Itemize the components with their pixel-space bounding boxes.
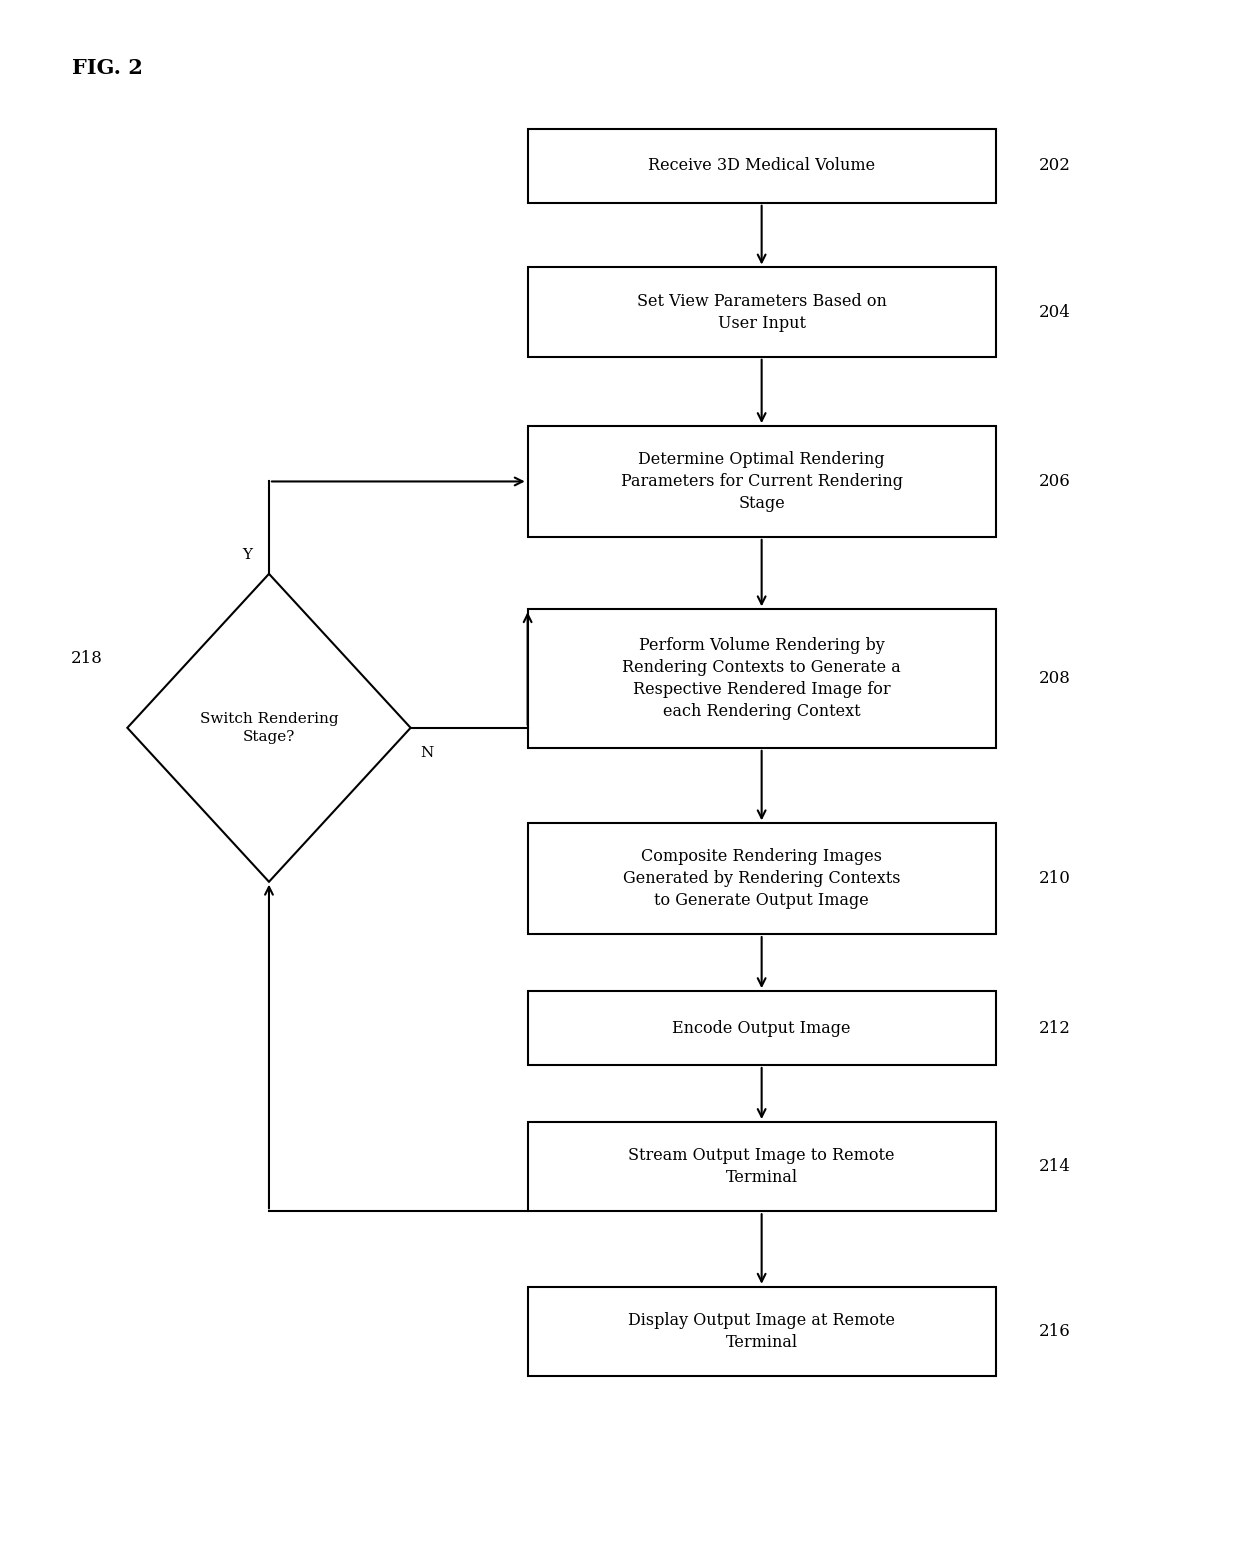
Text: Stream Output Image to Remote
Terminal: Stream Output Image to Remote Terminal xyxy=(629,1147,895,1186)
Text: Set View Parameters Based on
User Input: Set View Parameters Based on User Input xyxy=(636,293,887,331)
Text: Display Output Image at Remote
Terminal: Display Output Image at Remote Terminal xyxy=(629,1311,895,1351)
Text: Perform Volume Rendering by
Rendering Contexts to Generate a
Respective Rendered: Perform Volume Rendering by Rendering Co… xyxy=(622,636,901,720)
FancyBboxPatch shape xyxy=(528,824,996,933)
Text: Receive 3D Medical Volume: Receive 3D Medical Volume xyxy=(649,158,875,175)
Text: 216: 216 xyxy=(1039,1324,1070,1341)
Text: Determine Optimal Rendering
Parameters for Current Rendering
Stage: Determine Optimal Rendering Parameters f… xyxy=(621,450,903,512)
Text: Encode Output Image: Encode Output Image xyxy=(672,1020,851,1037)
FancyBboxPatch shape xyxy=(528,991,996,1065)
FancyBboxPatch shape xyxy=(528,1286,996,1376)
Text: 212: 212 xyxy=(1039,1020,1070,1037)
Text: 208: 208 xyxy=(1039,670,1070,687)
Text: FIG. 2: FIG. 2 xyxy=(72,59,143,77)
Text: 206: 206 xyxy=(1039,474,1070,491)
Polygon shape xyxy=(128,574,410,882)
FancyBboxPatch shape xyxy=(528,426,996,537)
Text: Y: Y xyxy=(242,548,252,562)
Text: N: N xyxy=(420,746,434,760)
Text: Switch Rendering
Stage?: Switch Rendering Stage? xyxy=(200,712,339,745)
FancyBboxPatch shape xyxy=(528,1122,996,1211)
Text: 202: 202 xyxy=(1039,158,1070,175)
FancyBboxPatch shape xyxy=(528,610,996,748)
Text: 218: 218 xyxy=(71,650,103,667)
FancyBboxPatch shape xyxy=(528,128,996,203)
Text: 204: 204 xyxy=(1039,303,1070,320)
Text: 214: 214 xyxy=(1039,1158,1070,1175)
Text: Composite Rendering Images
Generated by Rendering Contexts
to Generate Output Im: Composite Rendering Images Generated by … xyxy=(622,848,900,909)
Text: 210: 210 xyxy=(1039,870,1070,887)
FancyBboxPatch shape xyxy=(528,268,996,356)
